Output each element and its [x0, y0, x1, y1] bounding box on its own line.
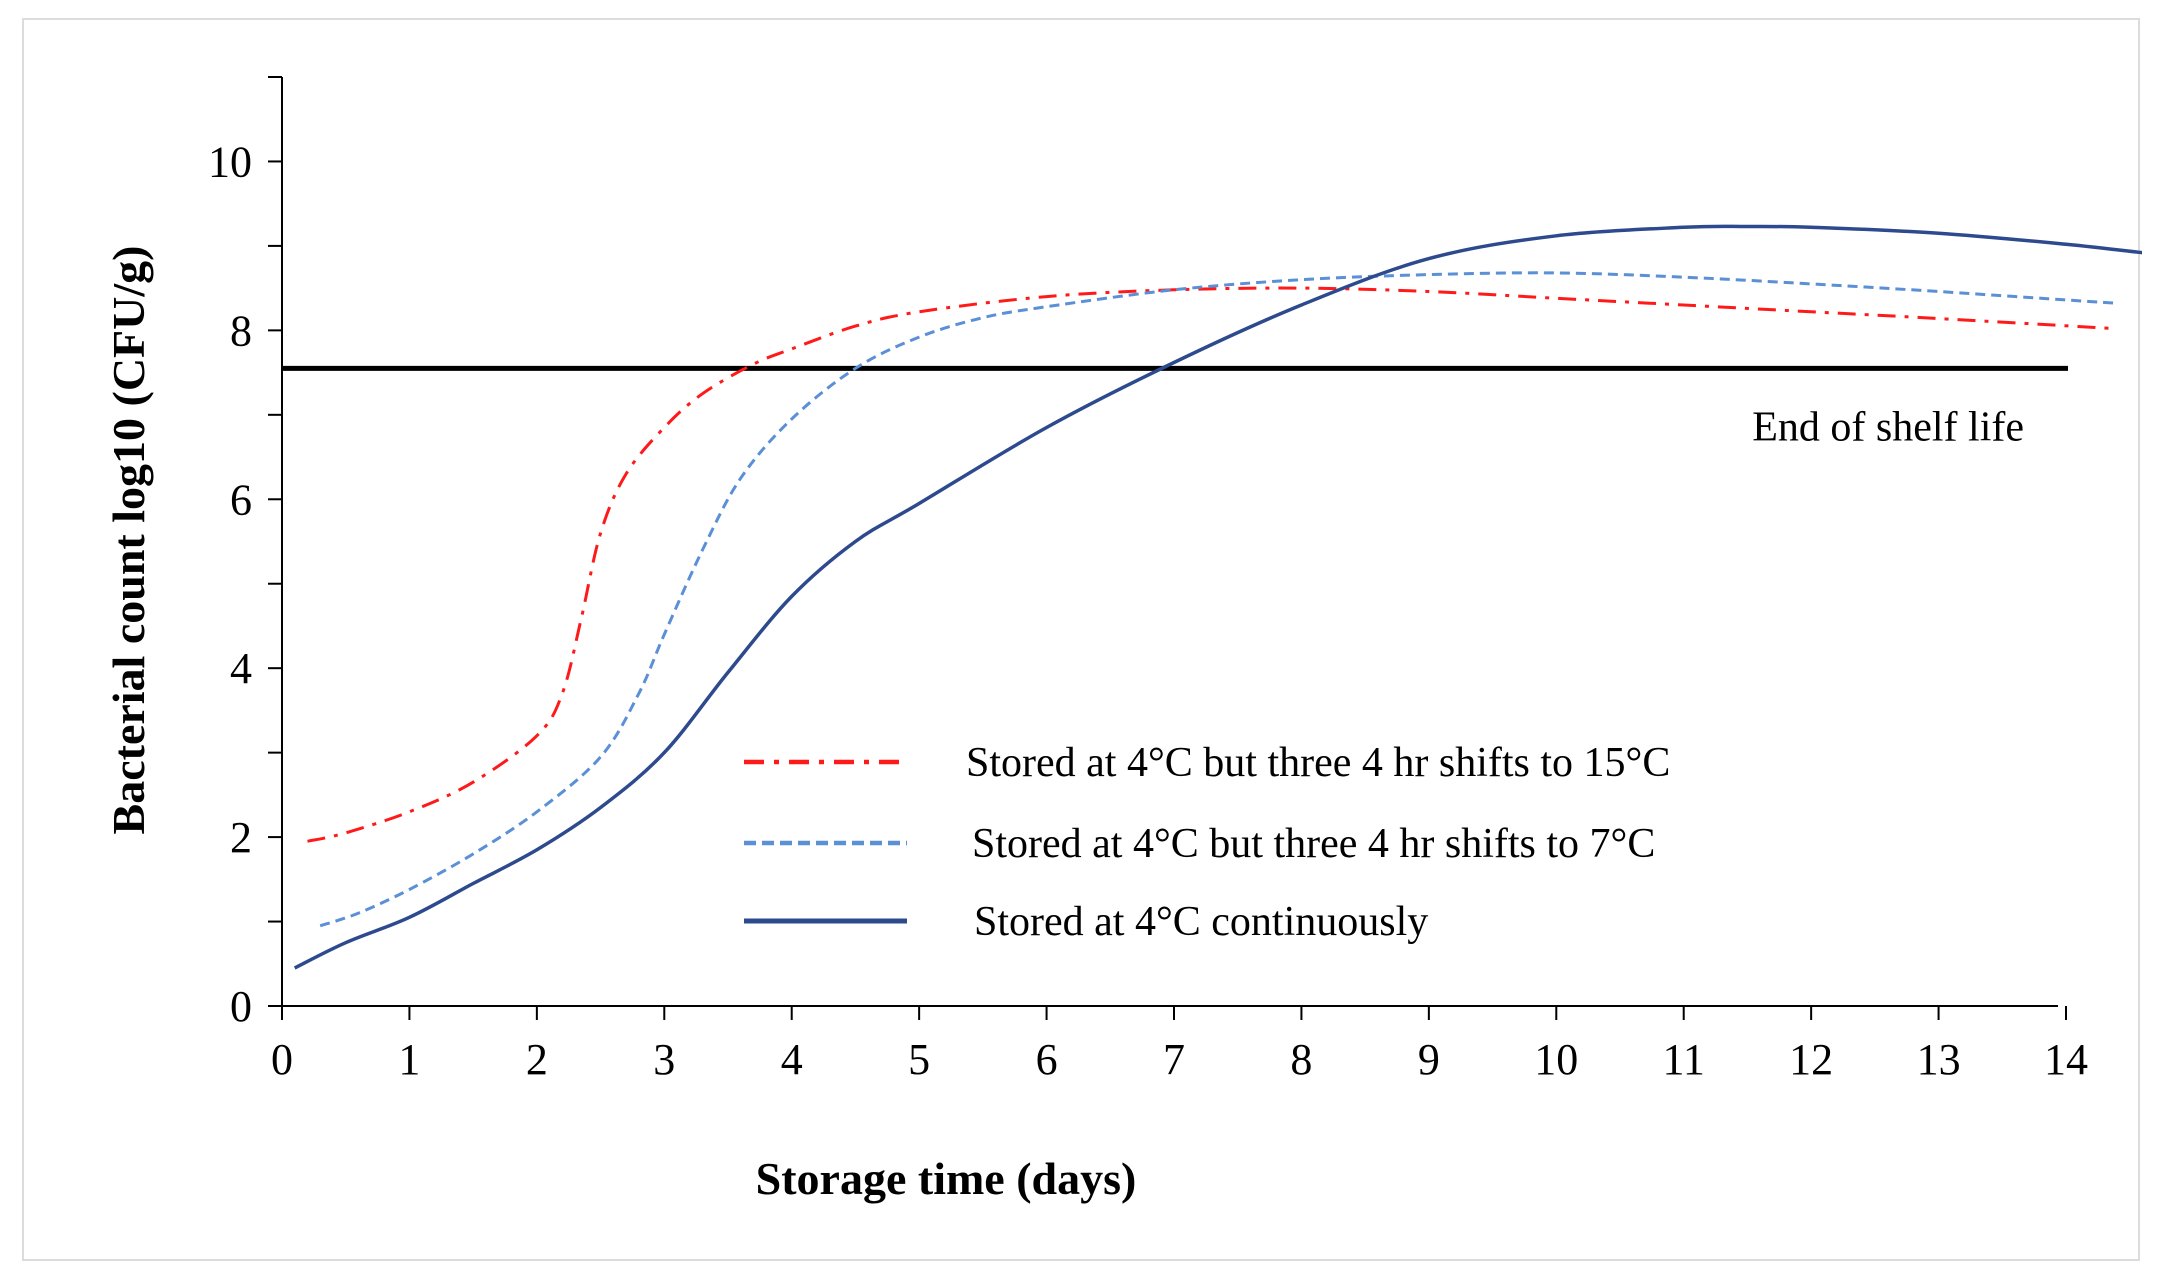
- x-axis-label: Storage time (days): [756, 1153, 1137, 1204]
- y-axis-label: Bacterial count log10 (CFU/g): [103, 246, 154, 835]
- x-tick-label: 10: [1534, 1035, 1578, 1084]
- legend: Stored at 4°C but three 4 hr shifts to 1…: [744, 740, 1670, 945]
- x-ticks: 0 1 2 3 4 5 6 7 8 9 10 11 12 13 14: [271, 1006, 2088, 1084]
- x-tick-label: 0: [271, 1035, 293, 1084]
- x-tick-label: 3: [653, 1035, 675, 1084]
- reference-line-group: End of shelf life: [282, 365, 2068, 450]
- x-tick-label: 12: [1789, 1035, 1833, 1084]
- series-group: [293, 224, 2142, 970]
- x-tick-label: 5: [908, 1035, 930, 1084]
- axes: [281, 77, 2058, 1007]
- series-15c-shifts-line: [307, 286, 2118, 843]
- legend-label: Stored at 4°C but three 4 hr shifts to 7…: [972, 821, 1655, 867]
- y-ticks: 0 2 4 6 8 10: [208, 76, 282, 1031]
- legend-label: Stored at 4°C but three 4 hr shifts to 1…: [966, 740, 1670, 786]
- y-tick-label: 10: [208, 137, 252, 186]
- x-tick-label: 13: [1917, 1035, 1961, 1084]
- y-tick-label: 6: [230, 475, 252, 524]
- x-tick-label: 1: [398, 1035, 420, 1084]
- x-tick-label: 6: [1036, 1035, 1058, 1084]
- x-tick-label: 11: [1663, 1035, 1705, 1084]
- x-tick-label: 2: [526, 1035, 548, 1084]
- y-tick-label: 0: [230, 982, 252, 1031]
- series-continuous-line: [293, 224, 2142, 970]
- x-tick-label: 9: [1418, 1035, 1440, 1084]
- series-7c-shifts-line: [319, 271, 2118, 928]
- shelf-life-label: End of shelf life: [1752, 404, 2024, 450]
- x-tick-label: 8: [1290, 1035, 1312, 1084]
- chart-frame: 0 1 2 3 4 5 6 7 8 9 10 11 12 13 14 0 2 4 6 8 10 End of shel…: [22, 18, 2142, 1261]
- y-tick-label: 8: [230, 306, 252, 355]
- legend-label: Stored at 4°C continuously: [974, 899, 1428, 945]
- x-tick-label: 7: [1163, 1035, 1185, 1084]
- y-tick-label: 4: [230, 644, 252, 693]
- y-tick-label: 2: [230, 813, 252, 862]
- x-tick-label: 14: [2044, 1035, 2088, 1084]
- x-tick-label: 4: [781, 1035, 803, 1084]
